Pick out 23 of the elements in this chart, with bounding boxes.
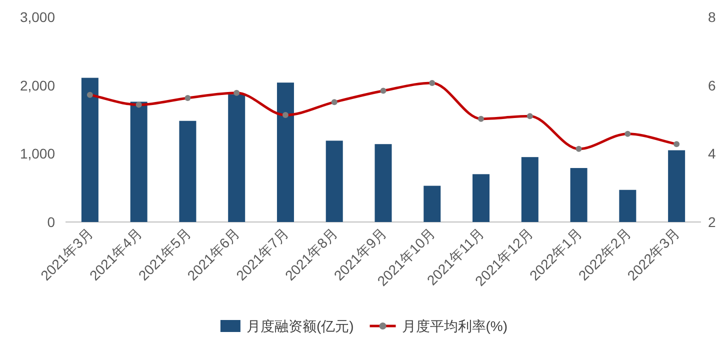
bar xyxy=(179,120,196,222)
y2-tick-label: 8 xyxy=(708,9,716,25)
y-tick-label: 0 xyxy=(47,214,56,230)
bar xyxy=(619,190,636,222)
y2-tick-label: 2 xyxy=(708,214,716,230)
bar xyxy=(326,140,343,222)
y-tick-label: 3,000 xyxy=(20,9,56,25)
bar xyxy=(228,94,246,222)
bar xyxy=(521,157,538,222)
bar xyxy=(570,168,588,222)
bar xyxy=(668,150,686,222)
bar xyxy=(81,78,98,222)
bar xyxy=(374,144,392,222)
y2-tick-label: 6 xyxy=(708,77,716,94)
y2-tick-label: 4 xyxy=(708,146,716,162)
legend-label: 月度平均利率(%) xyxy=(402,318,508,334)
legend-label: 月度融资额(亿元) xyxy=(246,318,354,334)
y-tick-label: 2,000 xyxy=(20,77,56,94)
bar xyxy=(130,102,148,222)
bar xyxy=(472,174,490,222)
bar xyxy=(424,186,441,222)
bar xyxy=(276,82,294,222)
y-tick-label: 1,000 xyxy=(20,146,56,162)
